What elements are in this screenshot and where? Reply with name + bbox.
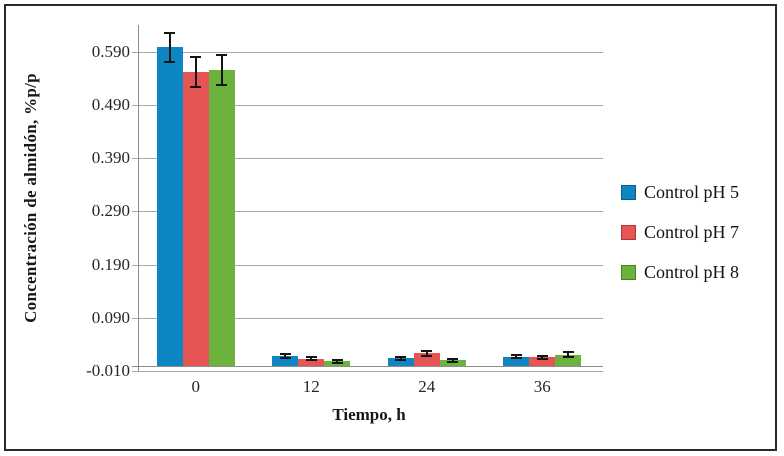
- y-gridline: [132, 265, 603, 266]
- error-bar-cap-bottom: [164, 60, 176, 63]
- y-tick-label: 0.390: [91, 148, 130, 168]
- error-bar-cap-top: [510, 354, 522, 356]
- error-bar-cap-bottom: [421, 354, 433, 357]
- error-bar-cap-top: [447, 357, 459, 360]
- error-bar-cap-top: [536, 354, 548, 357]
- y-tick-label: 0.090: [91, 307, 130, 327]
- x-tick-label: 0: [191, 377, 201, 396]
- y-tick-label: 0.490: [91, 94, 130, 114]
- bar-control-ph-5: [157, 47, 183, 366]
- error-bar: [194, 56, 197, 87]
- bar-control-ph-7: [183, 71, 209, 366]
- error-bar: [284, 354, 287, 359]
- error-bar: [425, 351, 428, 356]
- error-bar-cap-bottom: [447, 361, 459, 363]
- error-bar-cap-bottom: [190, 85, 202, 88]
- bar-control-ph-5: [503, 356, 529, 366]
- error-bar: [336, 359, 339, 363]
- error-bar-cap-top: [216, 53, 228, 56]
- y-gridline: [132, 105, 603, 106]
- bar-control-ph-8: [555, 354, 581, 366]
- legend-swatch: [621, 264, 636, 280]
- error-bar-cap-bottom: [510, 357, 522, 360]
- error-bar: [515, 355, 518, 359]
- legend-label: Control pH 7: [644, 222, 740, 242]
- error-bar-cap-top: [395, 355, 407, 358]
- bar-control-ph-8: [440, 360, 466, 366]
- error-bar-cap-bottom: [536, 357, 548, 360]
- legend-item: Control pH 5: [621, 183, 739, 201]
- legend-item: Control pH 7: [621, 223, 739, 241]
- legend-label: Control pH 5: [644, 182, 740, 202]
- error-bar-cap-bottom: [216, 83, 228, 86]
- x-tick-label: 24: [418, 377, 436, 396]
- error-bar: [220, 54, 223, 85]
- y-gridline: [132, 158, 603, 159]
- error-bar-cap-bottom: [279, 357, 291, 360]
- error-bar-cap-top: [279, 353, 291, 355]
- y-axis-line: [138, 25, 139, 371]
- y-tick-label: -0.010: [86, 361, 130, 380]
- legend-label: Control pH 8: [644, 262, 740, 282]
- bar-control-ph-7: [414, 353, 440, 366]
- error-bar-cap-top: [305, 356, 317, 359]
- error-bar: [451, 358, 454, 362]
- error-bar-cap-bottom: [331, 362, 343, 364]
- bar-control-ph-5: [272, 356, 298, 366]
- y-gridline: [132, 318, 603, 319]
- error-bar: [567, 352, 570, 357]
- y-tick-label: 0.590: [91, 41, 130, 61]
- error-bar-cap-top: [331, 358, 343, 361]
- error-bar: [541, 355, 544, 359]
- bar-control-ph-7: [298, 358, 324, 366]
- x-axis-title: Tiempo, h: [332, 405, 406, 424]
- bar-control-ph-7: [529, 357, 555, 366]
- error-bar-cap-bottom: [305, 359, 317, 362]
- error-bar-cap-top: [562, 351, 574, 354]
- x-tick-label: 36: [533, 377, 551, 396]
- y-gridline: [132, 211, 603, 212]
- error-bar-cap-bottom: [395, 358, 407, 361]
- y-tick-label: 0.190: [91, 254, 130, 274]
- x-tick-label: 12: [302, 377, 320, 396]
- legend-item: Control pH 8: [621, 263, 739, 281]
- legend: Control pH 5 Control pH 7 Control pH 8: [621, 183, 739, 281]
- error-bar-cap-top: [190, 55, 202, 58]
- error-bar: [310, 357, 313, 361]
- figure-border: [4, 4, 777, 451]
- error-bar-cap-top: [164, 32, 176, 34]
- error-bar-cap-top: [421, 350, 433, 353]
- error-bar: [168, 33, 171, 62]
- error-bar: [399, 356, 402, 360]
- bar-control-ph-5: [388, 358, 414, 366]
- y-gridline: [132, 52, 603, 53]
- error-bar-cap-bottom: [562, 355, 574, 358]
- x-axis-line: [132, 366, 603, 367]
- y-gridline: [132, 371, 603, 372]
- bar-control-ph-8: [209, 69, 235, 366]
- y-tick-label: 0.290: [91, 201, 130, 221]
- legend-swatch: [621, 224, 636, 240]
- legend-swatch: [621, 184, 636, 200]
